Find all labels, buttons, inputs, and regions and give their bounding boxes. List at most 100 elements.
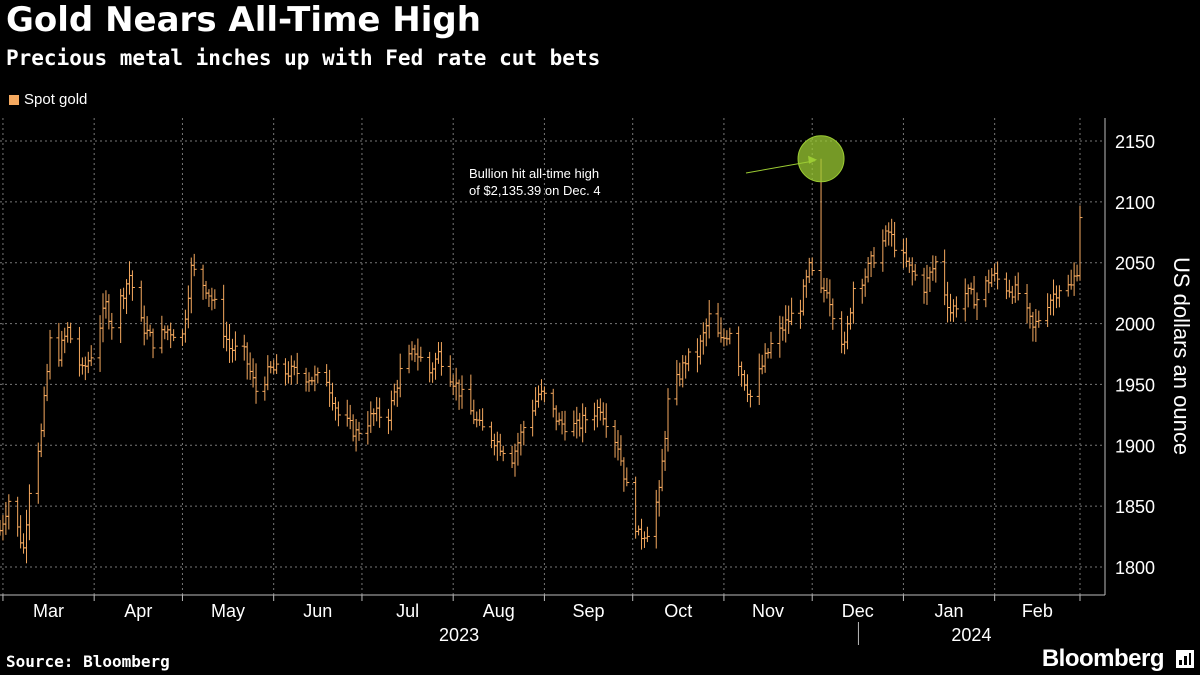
- ohlc-bar-207: [847, 307, 853, 330]
- ohlc-bar-238: [974, 292, 980, 321]
- ohlc-bar-63: [253, 363, 259, 404]
- ohlc-bar-55: [224, 321, 230, 352]
- ohlc-bar-138: [562, 410, 568, 441]
- ohlc-bar-161: [659, 448, 665, 492]
- ohlc-bar-5: [18, 515, 24, 549]
- ohlc-bar-240: [986, 269, 992, 294]
- ohlc-bar-71: [288, 355, 294, 385]
- ohlc-bar-186: [762, 343, 768, 373]
- bloomberg-logo: Bloomberg: [1041, 645, 1165, 672]
- ohlc-bar-166: [680, 355, 686, 388]
- bloomberg-badge-icon: [1176, 650, 1194, 668]
- ohlc-bar-252: [1033, 308, 1039, 342]
- ohlc-bar-0: [0, 520, 3, 536]
- ohlc-bar-88: [356, 421, 362, 441]
- ohlc-bar-215: [883, 225, 889, 247]
- ohlc-bar-60: [244, 342, 250, 380]
- ohlc-bar-4: [15, 496, 21, 537]
- ohlc-bar-27: [106, 294, 112, 330]
- ohlc-bar-253: [1036, 310, 1042, 328]
- ohlc-bar-65: [265, 355, 271, 391]
- ohlc-bar-144: [591, 402, 597, 431]
- ohlc-bar-48: [191, 253, 197, 277]
- x-month-label-mar: Mar: [33, 601, 64, 621]
- ohlc-bar-141: [577, 412, 583, 437]
- ohlc-bar-41: [165, 325, 171, 341]
- ohlc-bar-77: [312, 365, 318, 392]
- ohlc-bar-12: [44, 363, 50, 402]
- ohlc-bar-86: [350, 414, 356, 442]
- ohlc-bar-92: [374, 397, 380, 422]
- ohlc-bar-236: [968, 282, 974, 295]
- ohlc-bar-194: [797, 299, 803, 329]
- ohlc-bar-131: [536, 385, 542, 408]
- ohlc-bar-178: [727, 327, 733, 345]
- ohlc-bar-43: [171, 329, 177, 342]
- ohlc-bar-69: [282, 358, 288, 386]
- annotation-highlight-circle: [797, 135, 845, 183]
- ohlc-bar-136: [556, 412, 562, 426]
- ohlc-bar-98: [397, 353, 403, 398]
- ohlc-bar-79: [324, 364, 330, 387]
- ohlc-bar-155: [636, 525, 642, 536]
- ohlc-bar-173: [706, 300, 712, 339]
- ohlc-bar-61: [247, 352, 253, 380]
- ohlc-bar-103: [418, 346, 424, 362]
- y-tick-label-1850: 1850: [1115, 497, 1155, 517]
- annotation-text-line1: Bullion hit all-time high: [469, 166, 599, 181]
- ohlc-bar-228: [933, 255, 939, 283]
- ohlc-bar-100: [409, 341, 415, 361]
- ohlc-bar-209: [859, 278, 865, 304]
- ohlc-bar-120: [491, 433, 497, 456]
- ohlc-bar-58: [232, 331, 238, 361]
- ohlc-bar-204: [839, 311, 845, 354]
- x-month-label-aug: Aug: [483, 601, 515, 621]
- ohlc-bar-142: [580, 403, 586, 443]
- ohlc-bar-223: [912, 264, 918, 281]
- ohlc-bar-137: [559, 411, 565, 435]
- ohlc-bar-175: [718, 317, 724, 343]
- ohlc-bar-165: [677, 362, 683, 387]
- ohlc-bar-105: [430, 362, 436, 383]
- ohlc-bar-145: [594, 399, 600, 428]
- ohlc-bar-45: [182, 309, 188, 343]
- y-tick-label-2150: 2150: [1115, 132, 1155, 152]
- ohlc-bar-132: [538, 379, 544, 401]
- legend-label-spot-gold: Spot gold: [24, 91, 88, 108]
- ohlc-bar-140: [574, 406, 580, 439]
- ohlc-bar-29: [118, 288, 124, 344]
- ohlc-bar-51: [206, 289, 212, 307]
- ohlc-bar-62: [250, 358, 256, 388]
- ohlc-bar-154: [633, 476, 639, 539]
- ohlc-bar-94: [385, 408, 391, 435]
- ohlc-bar-49: [200, 264, 206, 300]
- ohlc-bar-33: [129, 270, 135, 301]
- ohlc-bar-234: [962, 278, 968, 322]
- ohlc-bar-214: [880, 229, 886, 272]
- ohlc-bar-164: [674, 360, 680, 406]
- ohlc-bar-74: [303, 367, 309, 392]
- ohlc-bar-218: [892, 221, 898, 258]
- ohlc-bar-118: [480, 408, 486, 431]
- ohlc-bar-93: [377, 397, 383, 428]
- ohlc-bar-1: [0, 515, 6, 541]
- ohlc-bar-148: [603, 403, 609, 438]
- ohlc-bar-101: [412, 344, 418, 363]
- ohlc-bar-25: [100, 293, 106, 343]
- ohlc-bar-198: [809, 257, 815, 276]
- legend: Spot gold: [9, 91, 87, 108]
- ohlc-bar-229: [942, 249, 948, 306]
- ohlc-bar-127: [518, 424, 524, 456]
- ohlc-bar-124: [509, 445, 515, 469]
- chart-title: Gold Nears All-Time High: [6, 0, 481, 40]
- ohlc-bar-227: [930, 255, 936, 281]
- ohlc-bar-263: [1077, 205, 1083, 281]
- ohlc-bar-160: [656, 480, 662, 517]
- ohlc-bar-149: [612, 419, 618, 458]
- ohlc-bar-233: [953, 296, 959, 318]
- ohlc-bar-99: [406, 344, 412, 374]
- y-tick-label-1950: 1950: [1115, 375, 1155, 395]
- ohlc-bar-81: [330, 382, 336, 411]
- ohlc-bar-11: [41, 386, 47, 438]
- ohlc-bar-23: [88, 345, 94, 367]
